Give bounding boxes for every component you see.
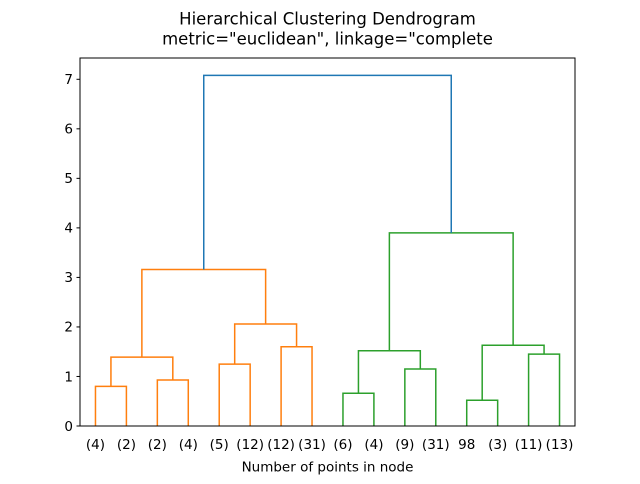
dendrogram-link [342,392,375,426]
leaf-count-label: (11) [515,437,543,453]
leaf-count-label: (2) [117,437,136,453]
chart-title: Hierarchical Clustering Dendrogram [179,10,476,29]
dendrogram-link [218,363,251,426]
dendrogram-link [94,385,128,426]
dendrogram-link [141,268,267,358]
dendrogram-link [280,346,313,426]
leaf-count-label: (31) [422,437,450,453]
y-tick-label: 5 [64,171,73,187]
y-tick-label: 3 [64,270,73,286]
plot-border [79,57,576,427]
leaf-count-label: (9) [395,437,414,453]
leaf-count-label: (2) [148,437,167,453]
leaf-count-label: (12) [236,437,264,453]
leaf-count-label: (4) [86,437,105,453]
leaf-count-label: (4) [364,437,383,453]
leaf-count-label: (31) [298,437,326,453]
leaf-labels: (4) (2) (2) (4) (5) (12) (12) (31) (6) (4) (9) (31)… [86,437,573,453]
dendrogram-link [233,323,298,365]
leaf-count-label: (3) [488,437,507,453]
dendrogram-link [357,349,422,394]
y-tick-label: 1 [64,369,73,385]
y-axis-ticks: 0 1 2 3 4 5 6 7 [64,72,80,435]
y-tick-label: 0 [64,419,73,435]
dendrogram-link [110,356,174,387]
leaf-count-label: (13) [546,437,574,453]
leaf-count-label: (12) [267,437,295,453]
dendrogram-link [203,74,452,270]
leaf-count-label: (5) [210,437,229,453]
leaf-count-label: (4) [179,437,198,453]
dendrogram-link [388,232,514,351]
x-axis-label: Number of points in node [242,460,414,476]
y-tick-label: 6 [64,122,73,138]
dendrogram-links [94,74,561,426]
dendrogram-link [465,399,499,426]
y-tick-label: 2 [64,320,73,336]
dendrogram-link [404,368,437,426]
dendrogram-link [527,353,561,426]
y-tick-label: 4 [64,221,73,237]
leaf-count-label: (6) [333,437,352,453]
dendrogram-link [481,344,545,401]
chart-subtitle: metric="euclidean", linkage="complete [162,30,493,49]
dendrogram-link [156,379,190,426]
y-tick-label: 7 [64,72,73,88]
leaf-count-label: 98 [458,437,475,453]
